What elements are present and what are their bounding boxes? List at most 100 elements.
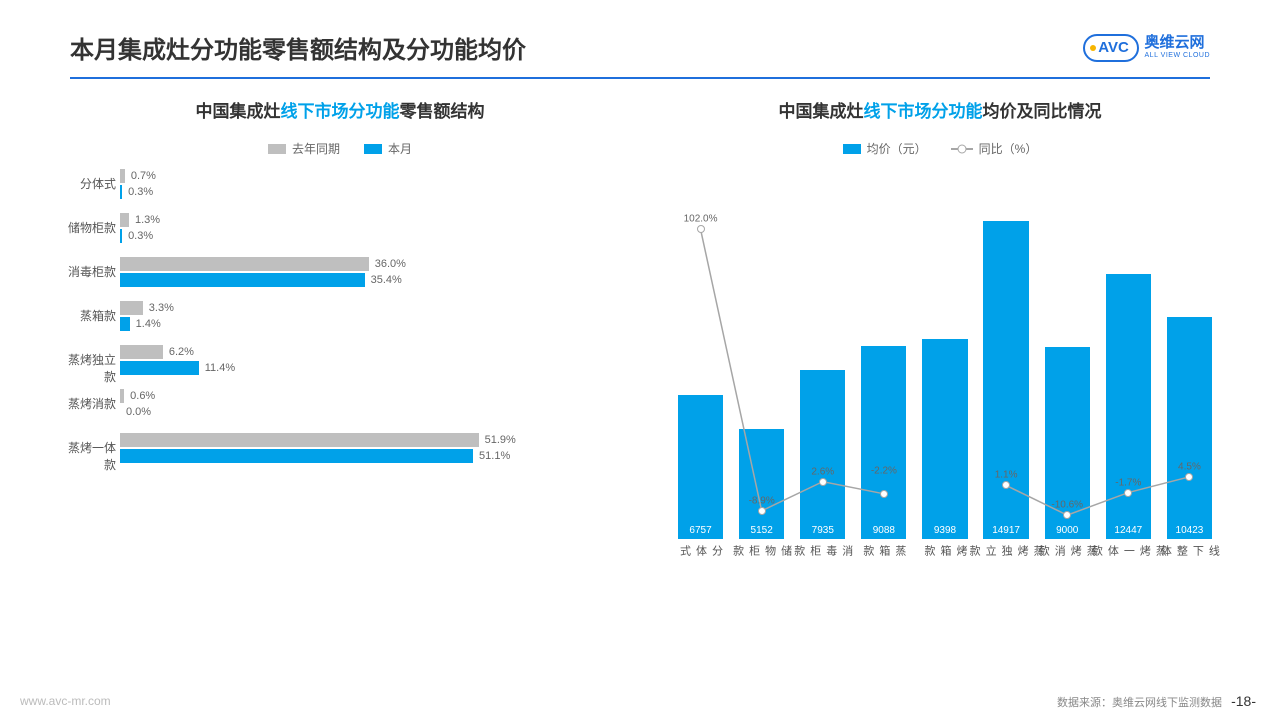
combo-column: 14917蒸烤独立款: [976, 209, 1037, 539]
hbar-prev: [120, 389, 124, 403]
hbar-value: 3.3%: [149, 302, 174, 314]
left-chart-title: 中国集成灶线下市场分功能零售额结构: [60, 97, 620, 122]
hbar-prev: [120, 169, 125, 183]
combo-category: 分体式: [677, 545, 725, 557]
combo-bar-label: 12447: [1114, 525, 1142, 539]
combo-category: 蒸烤一体款: [1088, 545, 1168, 557]
legend-swatch-curr: [364, 144, 382, 154]
hbar-category: 蒸烤独立款: [58, 351, 116, 385]
combo-bar: 5152: [739, 429, 784, 539]
combo-point-label: 102.0%: [684, 214, 718, 225]
combo-bar: 9088: [861, 346, 906, 539]
combo-bar: 10423: [1167, 317, 1212, 539]
hbar-value: 0.6%: [130, 390, 155, 402]
combo-point: [1124, 489, 1132, 497]
page-number: -18-: [1231, 693, 1256, 709]
hbar-curr: [120, 273, 365, 287]
brand-mark: AVC: [1083, 34, 1139, 62]
hbar-curr: [120, 361, 199, 375]
footer-source: 数据来源：奥维云网线下监测数据 -18-: [1057, 693, 1256, 710]
combo-point: [758, 507, 766, 515]
hbar-value: 0.7%: [131, 170, 156, 182]
hbar-value: 1.3%: [135, 214, 160, 226]
hbar-value: 36.0%: [375, 258, 406, 270]
combo-point: [1185, 473, 1193, 481]
brand-name-cn: 奥维云网: [1145, 35, 1210, 52]
legend-swatch-bar: [843, 144, 861, 154]
hbar-prev: [120, 345, 163, 359]
combo-column: 9398烤箱款: [914, 209, 975, 539]
combo-point-label: -8.9%: [749, 495, 775, 506]
combo-point: [1063, 511, 1071, 519]
combo-point: [697, 225, 705, 233]
combo-bar-label: 9000: [1056, 525, 1078, 539]
legend-swatch-prev: [268, 144, 286, 154]
combo-bar-label: 5152: [751, 525, 773, 539]
hbar-category: 蒸烤消款: [58, 395, 116, 412]
combo-bar-label: 10423: [1176, 525, 1204, 539]
combo-bar: 14917: [983, 221, 1028, 539]
legend-label-prev: 去年同期: [292, 140, 340, 157]
hbar-prev: [120, 213, 129, 227]
combo-bar-label: 9398: [934, 525, 956, 539]
right-chart: 中国集成灶线下市场分功能均价及同比情况 均价（元） 同比（%） 6757分体式5…: [660, 97, 1220, 619]
combo-bar-label: 6757: [689, 525, 711, 539]
hbar-category: 蒸箱款: [58, 307, 116, 324]
brand-name-en: ALL VIEW CLOUD: [1145, 52, 1210, 60]
right-legend: 均价（元） 同比（%）: [660, 140, 1220, 157]
hbar-category: 蒸烤一体款: [58, 439, 116, 473]
combo-point-label: -2.2%: [871, 465, 897, 476]
combo-bar: 7935: [800, 370, 845, 539]
combo-column: 5152储物柜款: [731, 209, 792, 539]
combo-category: 蒸箱款: [860, 545, 908, 557]
combo-point-label: -1.7%: [1115, 477, 1141, 488]
combo-category: 储物柜款: [730, 545, 794, 557]
combo-column: 7935消毒柜款: [792, 209, 853, 539]
legend-line-mark: [951, 148, 973, 150]
legend-label-bar: 均价（元）: [867, 140, 927, 157]
hbar-row: 分体式0.7%0.3%: [120, 169, 620, 199]
legend-label-curr: 本月: [388, 140, 412, 157]
combo-point-label: 1.1%: [995, 470, 1018, 481]
combo-bar-label: 7935: [812, 525, 834, 539]
hbar-curr: [120, 185, 122, 199]
hbar-prev: [120, 257, 369, 271]
hbar-value: 51.1%: [479, 450, 510, 462]
hbar-row: 蒸烤消款0.6%0.0%: [120, 389, 620, 419]
hbar-value: 51.9%: [485, 434, 516, 446]
combo-bar: 9398: [922, 339, 967, 539]
combo-point: [1002, 481, 1010, 489]
hbar-row: 储物柜款1.3%0.3%: [120, 213, 620, 243]
combo-bar: 6757: [678, 395, 723, 539]
page-title: 本月集成灶分功能零售额结构及分功能均价: [70, 30, 526, 65]
hbar-prev: [120, 433, 479, 447]
brand-logo: AVC 奥维云网 ALL VIEW CLOUD: [1083, 34, 1210, 62]
hbar-value: 1.4%: [136, 318, 161, 330]
hbar-value: 0.3%: [128, 230, 153, 242]
combo-category: 消毒柜款: [791, 545, 855, 557]
combo-column: 6757分体式: [670, 209, 731, 539]
hbar-value: 0.3%: [128, 186, 153, 198]
combo-bar: 12447: [1106, 274, 1151, 539]
combo-column: 9000蒸烤消款: [1037, 209, 1098, 539]
hbar-value: 35.4%: [371, 274, 402, 286]
hbar-area: 分体式0.7%0.3%储物柜款1.3%0.3%消毒柜款36.0%35.4%蒸箱款…: [60, 169, 620, 463]
hbar-value: 0.0%: [126, 406, 151, 418]
combo-point-label: 4.5%: [1178, 461, 1201, 472]
left-chart: 中国集成灶线下市场分功能零售额结构 去年同期 本月 分体式0.7%0.3%储物柜…: [60, 97, 620, 619]
hbar-category: 储物柜款: [58, 219, 116, 236]
combo-point-label: -10.6%: [1051, 500, 1083, 511]
combo-point: [880, 490, 888, 498]
left-legend: 去年同期 本月: [60, 140, 620, 157]
combo-point: [819, 478, 827, 486]
combo-bar-label: 9088: [873, 525, 895, 539]
hbar-category: 消毒柜款: [58, 263, 116, 280]
hbar-curr: [120, 449, 473, 463]
hbar-prev: [120, 301, 143, 315]
hbar-row: 消毒柜款36.0%35.4%: [120, 257, 620, 287]
hbar-row: 蒸烤独立款6.2%11.4%: [120, 345, 620, 375]
hbar-value: 6.2%: [169, 346, 194, 358]
combo-bar-label: 14917: [992, 525, 1020, 539]
combo-chart: 6757分体式5152储物柜款7935消毒柜款9088蒸箱款9398烤箱款149…: [660, 169, 1220, 619]
hbar-curr: [120, 317, 130, 331]
